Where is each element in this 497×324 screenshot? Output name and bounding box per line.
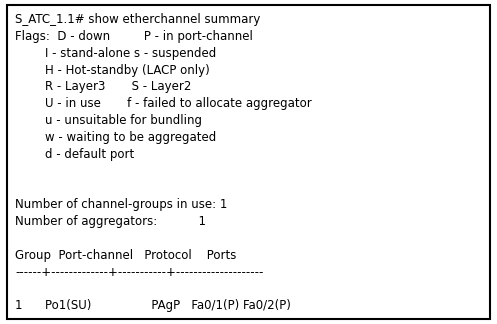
- Text: u - unsuitable for bundling: u - unsuitable for bundling: [15, 114, 202, 127]
- Text: 1      Po1(SU)                PAgP   Fa0/1(P) Fa0/2(P): 1 Po1(SU) PAgP Fa0/1(P) Fa0/2(P): [15, 299, 291, 312]
- Text: d - default port: d - default port: [15, 148, 134, 161]
- Text: Group  Port-channel   Protocol    Ports: Group Port-channel Protocol Ports: [15, 249, 236, 262]
- Text: Flags:  D - down         P - in port-channel: Flags: D - down P - in port-channel: [15, 30, 253, 43]
- Text: I - stand-alone s - suspended: I - stand-alone s - suspended: [15, 47, 216, 60]
- Text: H - Hot-standby (LACP only): H - Hot-standby (LACP only): [15, 64, 210, 76]
- Text: w - waiting to be aggregated: w - waiting to be aggregated: [15, 131, 216, 144]
- Text: Number of aggregators:           1: Number of aggregators: 1: [15, 215, 206, 228]
- Text: S_ATC_1.1# show etherchannel summary: S_ATC_1.1# show etherchannel summary: [15, 13, 260, 26]
- Text: R - Layer3       S - Layer2: R - Layer3 S - Layer2: [15, 80, 191, 93]
- Text: ------+-------------+-----------+--------------------: ------+-------------+-----------+-------…: [15, 266, 263, 279]
- Text: Number of channel-groups in use: 1: Number of channel-groups in use: 1: [15, 198, 227, 211]
- Text: U - in use       f - failed to allocate aggregator: U - in use f - failed to allocate aggreg…: [15, 97, 312, 110]
